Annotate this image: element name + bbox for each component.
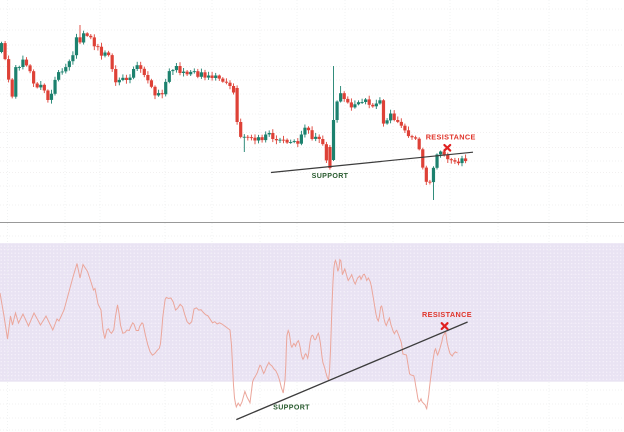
svg-text:RESISTANCE: RESISTANCE [422, 310, 472, 319]
svg-text:RESISTANCE: RESISTANCE [426, 132, 476, 141]
svg-text:SUPPORT: SUPPORT [312, 172, 349, 180]
svg-text:SUPPORT: SUPPORT [273, 404, 310, 412]
